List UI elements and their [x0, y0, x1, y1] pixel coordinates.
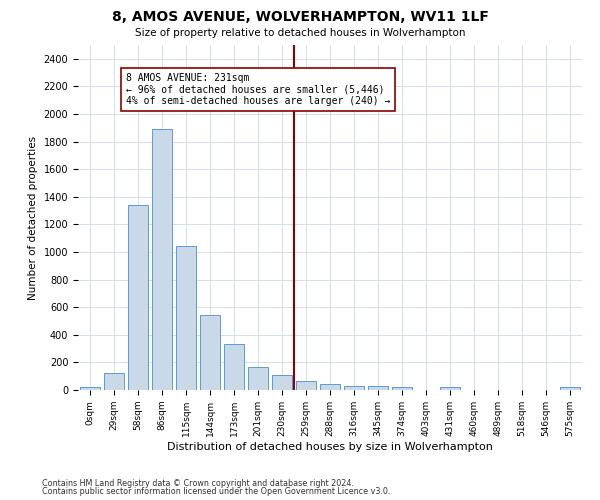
- Bar: [296, 381, 316, 390]
- Y-axis label: Number of detached properties: Number of detached properties: [28, 136, 38, 300]
- Bar: [368, 386, 388, 390]
- Bar: [128, 205, 148, 390]
- Bar: [176, 246, 196, 390]
- Bar: [440, 386, 460, 390]
- Text: Size of property relative to detached houses in Wolverhampton: Size of property relative to detached ho…: [135, 28, 465, 38]
- Bar: [248, 366, 268, 390]
- Text: Contains public sector information licensed under the Open Government Licence v3: Contains public sector information licen…: [42, 487, 391, 496]
- Text: 8 AMOS AVENUE: 231sqm
← 96% of detached houses are smaller (5,446)
4% of semi-de: 8 AMOS AVENUE: 231sqm ← 96% of detached …: [126, 72, 391, 106]
- Bar: [80, 387, 100, 390]
- Bar: [560, 387, 580, 390]
- Bar: [104, 373, 124, 390]
- X-axis label: Distribution of detached houses by size in Wolverhampton: Distribution of detached houses by size …: [167, 442, 493, 452]
- Bar: [272, 375, 292, 390]
- Bar: [224, 344, 244, 390]
- Bar: [320, 384, 340, 390]
- Bar: [392, 387, 412, 390]
- Bar: [152, 129, 172, 390]
- Bar: [344, 386, 364, 390]
- Text: Contains HM Land Registry data © Crown copyright and database right 2024.: Contains HM Land Registry data © Crown c…: [42, 478, 354, 488]
- Text: 8, AMOS AVENUE, WOLVERHAMPTON, WV11 1LF: 8, AMOS AVENUE, WOLVERHAMPTON, WV11 1LF: [112, 10, 488, 24]
- Bar: [200, 316, 220, 390]
